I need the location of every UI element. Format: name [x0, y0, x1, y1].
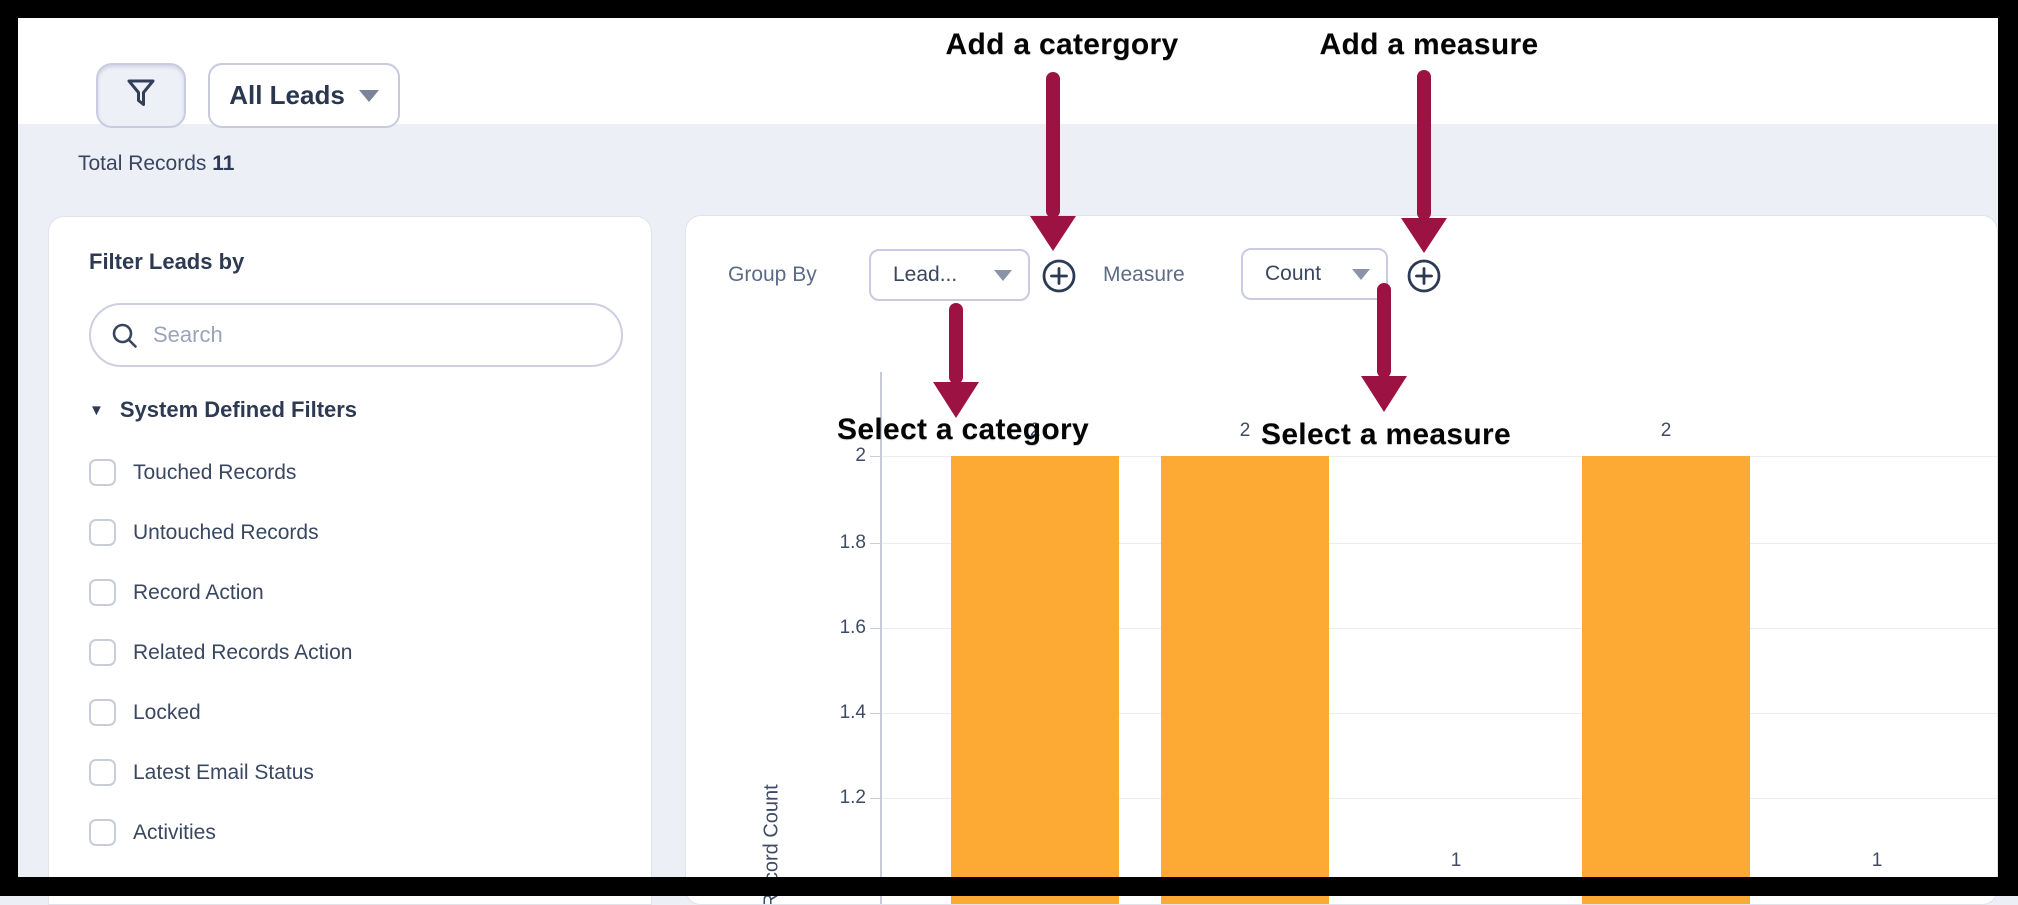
filter-option-related-records-action[interactable]: Related Records Action — [89, 639, 352, 666]
filter-option-touched-records[interactable]: Touched Records — [89, 459, 296, 486]
filter-option-label: Latest Email Status — [133, 760, 314, 784]
filter-option-activities[interactable]: Activities — [89, 819, 216, 846]
funnel-icon — [124, 76, 158, 115]
group-by-label: Group By — [728, 263, 817, 286]
header-bar: All Leads — [18, 18, 1998, 128]
total-records-value: 11 — [212, 152, 235, 175]
filter-option-label: Activities — [133, 820, 216, 844]
bar-2[interactable] — [1161, 456, 1329, 904]
y-tick-label: 1.6 — [839, 617, 866, 638]
measure-value: Count — [1265, 262, 1322, 285]
filter-option-record-action[interactable]: Record Action — [89, 579, 264, 606]
chart-panel: Group By Lead... Measure Count — [685, 215, 1998, 905]
annotation-select-measure: Select a measure — [1261, 418, 1511, 451]
annotation-add-category: Add a catergory — [945, 28, 1179, 61]
filter-option-locked[interactable]: Locked — [89, 699, 201, 726]
filter-option-label: Touched Records — [133, 460, 297, 484]
tick-mark — [870, 798, 880, 799]
filter-option-label: Record Action — [133, 580, 264, 604]
tick-mark — [870, 543, 880, 544]
checkbox[interactable] — [89, 819, 116, 846]
checkbox[interactable] — [89, 519, 116, 546]
gridline — [881, 798, 1997, 799]
plus-circle-icon — [1406, 259, 1442, 298]
filter-option-untouched-records[interactable]: Untouched Records — [89, 519, 319, 546]
lead-view-label: All Leads — [229, 80, 345, 110]
frame-border — [1998, 0, 2018, 896]
frame-border — [0, 0, 18, 896]
filter-option-label: Locked — [133, 700, 201, 724]
bar-4[interactable] — [1582, 456, 1750, 904]
add-category-button[interactable] — [1041, 258, 1077, 294]
tick-mark — [870, 713, 880, 714]
add-measure-button[interactable] — [1406, 258, 1442, 294]
section-title: System Defined Filters — [119, 397, 358, 422]
gridline — [881, 543, 1997, 544]
frame-border — [0, 877, 2018, 896]
plus-circle-icon — [1041, 259, 1077, 298]
filter-option-label: Untouched Records — [133, 520, 319, 544]
measure-label: Measure — [1103, 263, 1185, 286]
search-input[interactable] — [89, 303, 623, 367]
tick-mark — [870, 456, 880, 457]
chevron-down-icon — [1352, 268, 1370, 280]
measure-dropdown[interactable]: Count — [1241, 248, 1388, 300]
bar-value-label: 2 — [1029, 420, 1041, 441]
collapse-caret-icon: ▼ — [89, 401, 104, 419]
bar-value-label: 2 — [1660, 420, 1672, 441]
chevron-down-icon — [358, 89, 379, 102]
gridline — [881, 628, 1997, 629]
filter-panel: Filter Leads by ▼ System Defined Filters… — [48, 216, 652, 905]
bar-1[interactable] — [951, 456, 1119, 904]
group-by-dropdown[interactable]: Lead... — [869, 249, 1030, 301]
chevron-down-icon — [994, 269, 1012, 281]
annotation-add-measure: Add a measure — [1319, 28, 1539, 61]
gridline — [881, 456, 1997, 457]
total-records-label: Total Records — [78, 152, 207, 175]
bar-value-label: 1 — [1871, 850, 1883, 871]
y-tick-label: 1.8 — [839, 532, 866, 553]
checkbox[interactable] — [89, 639, 116, 666]
filter-button[interactable] — [96, 63, 186, 128]
frame-border — [0, 0, 2018, 18]
filter-option-label: Related Records Action — [133, 640, 353, 664]
checkbox[interactable] — [89, 579, 116, 606]
y-axis-line — [880, 372, 882, 904]
y-tick-label: 2 — [855, 445, 866, 466]
y-tick-label: 1.4 — [839, 702, 866, 723]
y-tick-label: 1.2 — [839, 787, 866, 808]
section-system-defined-filters[interactable]: ▼ System Defined Filters — [89, 397, 357, 423]
group-by-value: Lead... — [893, 263, 958, 286]
filter-option-latest-email-status[interactable]: Latest Email Status — [89, 759, 314, 786]
lead-view-dropdown[interactable]: All Leads — [208, 63, 400, 128]
search-box — [89, 303, 623, 367]
gridline — [881, 713, 1997, 714]
total-records: Total Records 11 — [78, 152, 234, 176]
filter-panel-title: Filter Leads by — [89, 249, 245, 274]
checkbox[interactable] — [89, 699, 116, 726]
checkbox[interactable] — [89, 759, 116, 786]
annotation-select-category: Select a category — [837, 413, 1089, 446]
checkbox[interactable] — [89, 459, 116, 486]
bar-value-label: 2 — [1239, 420, 1251, 441]
bar-value-label: 1 — [1450, 850, 1462, 871]
tick-mark — [870, 628, 880, 629]
